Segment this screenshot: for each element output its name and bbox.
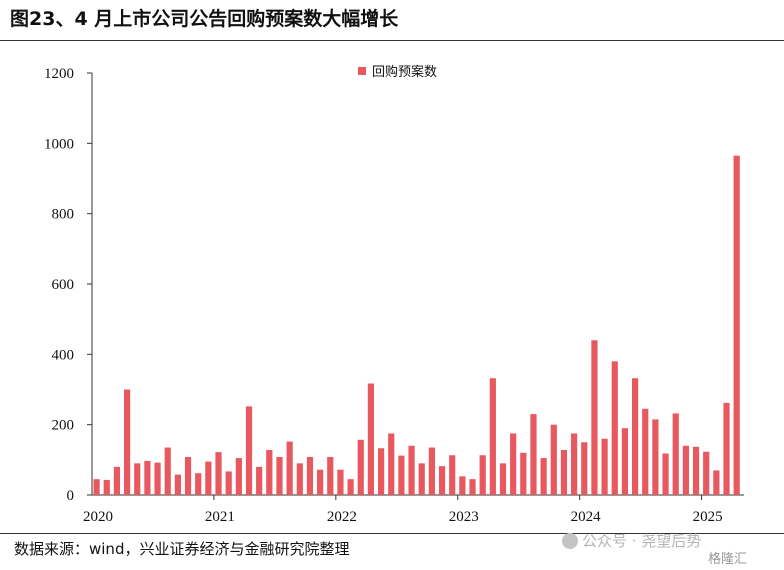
bar	[388, 433, 395, 495]
bar	[184, 457, 192, 495]
bar	[256, 466, 263, 495]
bar	[93, 479, 100, 495]
bar	[550, 424, 557, 495]
bar	[327, 457, 334, 495]
x-tick-label: 2025	[693, 509, 723, 525]
bar	[418, 463, 425, 495]
wechat-icon	[562, 533, 578, 549]
bar	[134, 463, 141, 495]
bar	[652, 419, 659, 495]
bar	[560, 449, 568, 495]
y-tick-label: 200	[52, 418, 75, 434]
bar	[245, 406, 253, 495]
bar	[459, 476, 466, 495]
bar	[682, 445, 689, 495]
bar	[591, 340, 598, 495]
bar	[621, 428, 629, 495]
bar	[154, 462, 161, 495]
bar	[164, 447, 171, 495]
bar	[317, 469, 324, 495]
bar	[377, 448, 385, 495]
x-tick-label: 2020	[83, 509, 113, 525]
bar-series	[93, 155, 740, 495]
y-axis: 0 200 400 600 800 1000 1200	[44, 66, 93, 504]
logo-text: 格隆汇	[708, 552, 748, 567]
y-tick-label: 800	[52, 207, 75, 223]
legend-swatch	[358, 67, 366, 75]
bar	[520, 452, 527, 495]
bar	[144, 460, 151, 495]
bar	[530, 414, 537, 495]
top-divider	[0, 40, 784, 41]
y-tick-label: 1000	[44, 136, 74, 152]
bar	[276, 457, 283, 495]
bar	[286, 441, 293, 495]
y-tick-label: 600	[52, 277, 75, 293]
bar	[449, 455, 456, 495]
watermark-text: 公众号 · 尧望后势	[582, 532, 702, 550]
bar	[367, 383, 375, 495]
bar	[611, 361, 618, 495]
bar	[266, 449, 273, 495]
bar	[469, 479, 476, 495]
x-tick-label: 2021	[205, 509, 235, 525]
bar	[408, 445, 415, 495]
bar	[205, 461, 212, 495]
y-tick-label: 0	[67, 488, 75, 504]
bar	[337, 469, 344, 495]
bottom-divider	[0, 533, 784, 534]
bar	[662, 453, 669, 495]
bar	[489, 378, 496, 495]
bar	[601, 438, 608, 495]
bar	[174, 474, 181, 495]
bar	[479, 455, 486, 495]
bar	[225, 471, 232, 495]
bar	[713, 470, 720, 495]
x-axis: 2020 2021 2022 2023 2024 2025	[83, 494, 744, 525]
bar	[540, 458, 547, 495]
x-tick-label: 2024	[571, 509, 602, 525]
x-tick-label: 2023	[449, 509, 479, 525]
bar	[672, 413, 679, 495]
bar	[692, 446, 700, 495]
bar	[195, 473, 202, 495]
bar	[103, 479, 110, 495]
bar	[499, 463, 507, 495]
legend: 回购预案数	[358, 64, 437, 80]
bar	[571, 433, 578, 495]
bar	[357, 439, 364, 495]
chart-title: 图23、4 月上市公司公告回购预案数大幅增长	[10, 8, 399, 30]
bar	[581, 442, 588, 495]
data-source-note: 数据来源：wind，兴业证券经济与金融研究院整理	[14, 540, 350, 558]
bar	[113, 466, 121, 495]
bar	[347, 479, 354, 495]
bar	[642, 408, 649, 495]
bar	[631, 378, 639, 495]
y-tick-label: 400	[52, 347, 75, 363]
legend-label: 回购预案数	[372, 64, 437, 80]
bar	[306, 457, 314, 495]
bar	[723, 402, 730, 495]
watermark: 公众号 · 尧望后势	[562, 530, 701, 551]
y-tick-label: 1200	[44, 66, 74, 82]
bar	[438, 466, 446, 495]
bar	[215, 452, 222, 495]
bar	[296, 463, 303, 495]
bar	[703, 451, 710, 495]
bar	[510, 433, 517, 495]
bar	[733, 155, 740, 495]
bar	[398, 455, 405, 495]
bar	[123, 389, 131, 495]
x-tick-label: 2022	[327, 509, 357, 525]
bar	[235, 458, 242, 495]
bar	[428, 447, 435, 495]
